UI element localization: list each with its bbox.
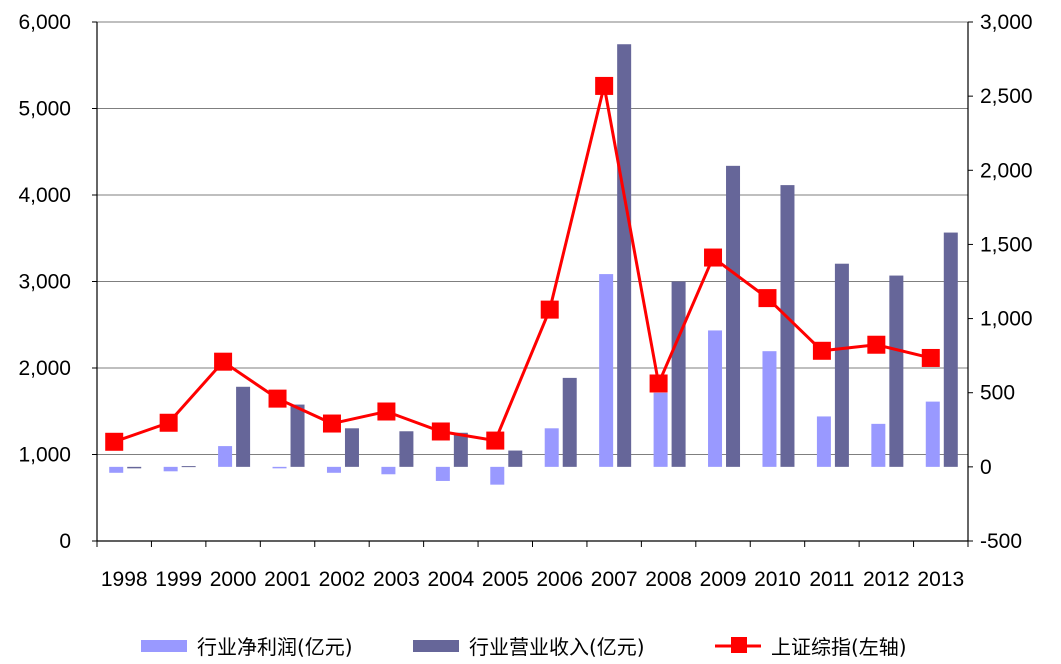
index-marker bbox=[268, 389, 287, 408]
bar-revenue bbox=[562, 377, 577, 467]
legend-swatch bbox=[413, 640, 459, 652]
right-tick-label: 1,000 bbox=[980, 308, 1033, 331]
right-tick-label: 2,500 bbox=[980, 85, 1033, 108]
x-tick-label: 2002 bbox=[319, 568, 366, 591]
index-marker bbox=[812, 341, 831, 360]
right-axis-ticks: -500 0 500 1,000 1,500 2,000 2,500 3,000 bbox=[980, 11, 1033, 553]
index-marker bbox=[867, 335, 886, 354]
x-tick-label: 2012 bbox=[863, 568, 910, 591]
axes-group bbox=[92, 21, 973, 547]
x-tick-label: 1999 bbox=[155, 568, 202, 591]
right-tick-label: 0 bbox=[980, 456, 992, 479]
x-tick-label: 2003 bbox=[373, 568, 420, 591]
left-tick-label: 0 bbox=[59, 530, 71, 553]
legend-label: 上证综指(左轴) bbox=[771, 635, 907, 659]
left-tick-label: 3,000 bbox=[18, 271, 71, 294]
bar-net-profit bbox=[163, 466, 178, 472]
bar-net-profit bbox=[599, 274, 614, 467]
bars-group bbox=[109, 44, 958, 485]
bar-revenue bbox=[780, 185, 795, 467]
legend: 行业净利润(亿元) 行业营业收入(亿元) 上证综指(左轴) bbox=[141, 635, 907, 659]
x-tick-label: 2009 bbox=[700, 568, 747, 591]
bar-revenue bbox=[181, 466, 196, 468]
bar-net-profit bbox=[871, 423, 886, 467]
x-tick-label: 2005 bbox=[482, 568, 529, 591]
x-tick-label: 1998 bbox=[101, 568, 148, 591]
bar-revenue bbox=[399, 431, 414, 467]
bar-revenue bbox=[943, 232, 958, 467]
bar-revenue bbox=[617, 44, 632, 467]
index-marker bbox=[377, 402, 396, 421]
bar-net-profit bbox=[381, 466, 396, 475]
bar-revenue bbox=[290, 404, 305, 467]
bar-net-profit bbox=[925, 401, 940, 467]
index-marker bbox=[486, 431, 505, 450]
right-tick-label: 2,000 bbox=[980, 159, 1033, 182]
x-tick-label: 2000 bbox=[210, 568, 257, 591]
x-axis-ticks: 1998 1999 2000 2001 2002 2003 2004 2005 2006 2007… bbox=[101, 568, 964, 591]
right-tick-label: 1,500 bbox=[980, 233, 1033, 256]
legend-label: 行业净利润(亿元) bbox=[197, 635, 353, 659]
index-marker bbox=[595, 76, 614, 95]
bar-revenue bbox=[236, 386, 251, 467]
legend-swatch bbox=[141, 640, 187, 652]
left-tick-label: 1,000 bbox=[18, 444, 71, 467]
index-marker bbox=[159, 413, 178, 432]
bar-net-profit bbox=[653, 392, 668, 467]
index-marker bbox=[540, 300, 559, 319]
left-tick-label: 4,000 bbox=[18, 184, 71, 207]
bar-net-profit bbox=[435, 466, 450, 481]
index-marker bbox=[214, 352, 233, 371]
bar-revenue bbox=[834, 263, 849, 467]
legend-swatch-marker bbox=[731, 637, 747, 653]
right-tick-label: -500 bbox=[980, 530, 1022, 553]
right-tick-label: 500 bbox=[980, 382, 1015, 405]
bar-net-profit bbox=[218, 446, 233, 467]
index-marker bbox=[704, 248, 723, 267]
x-tick-label: 2013 bbox=[917, 568, 964, 591]
bar-revenue bbox=[453, 432, 468, 467]
index-marker bbox=[921, 348, 940, 367]
index-marker bbox=[105, 432, 124, 451]
bar-net-profit bbox=[326, 466, 341, 473]
left-axis-ticks: 0 1,000 2,000 3,000 4,000 5,000 6,000 bbox=[18, 11, 71, 553]
bar-net-profit bbox=[816, 416, 831, 467]
index-line bbox=[113, 85, 932, 444]
x-tick-label: 2007 bbox=[591, 568, 638, 591]
line-group bbox=[105, 76, 940, 451]
x-tick-label: 2008 bbox=[645, 568, 692, 591]
index-marker bbox=[322, 414, 341, 433]
x-tick-label: 2004 bbox=[427, 568, 474, 591]
bar-revenue bbox=[726, 165, 741, 467]
x-tick-label: 2011 bbox=[809, 568, 854, 591]
index-marker bbox=[649, 374, 668, 393]
x-tick-label: 2006 bbox=[536, 568, 583, 591]
left-tick-label: 2,000 bbox=[18, 357, 71, 380]
x-tick-label: 2010 bbox=[754, 568, 801, 591]
right-tick-label: 3,000 bbox=[980, 11, 1033, 34]
bar-revenue bbox=[508, 450, 523, 467]
bar-net-profit bbox=[544, 428, 559, 467]
bar-net-profit bbox=[109, 466, 124, 473]
legend-label: 行业营业收入(亿元) bbox=[469, 635, 645, 659]
index-marker bbox=[431, 422, 450, 441]
bar-revenue bbox=[127, 466, 142, 469]
bar-revenue bbox=[889, 275, 904, 467]
bar-net-profit bbox=[272, 466, 287, 469]
bar-net-profit bbox=[708, 330, 723, 467]
bar-revenue bbox=[671, 281, 686, 467]
x-tick-label: 2001 bbox=[264, 568, 311, 591]
bar-net-profit bbox=[762, 351, 777, 467]
bar-net-profit bbox=[490, 466, 505, 485]
left-tick-label: 5,000 bbox=[18, 98, 71, 121]
index-marker bbox=[758, 289, 777, 308]
bar-revenue bbox=[344, 428, 359, 467]
left-tick-label: 6,000 bbox=[18, 11, 71, 34]
